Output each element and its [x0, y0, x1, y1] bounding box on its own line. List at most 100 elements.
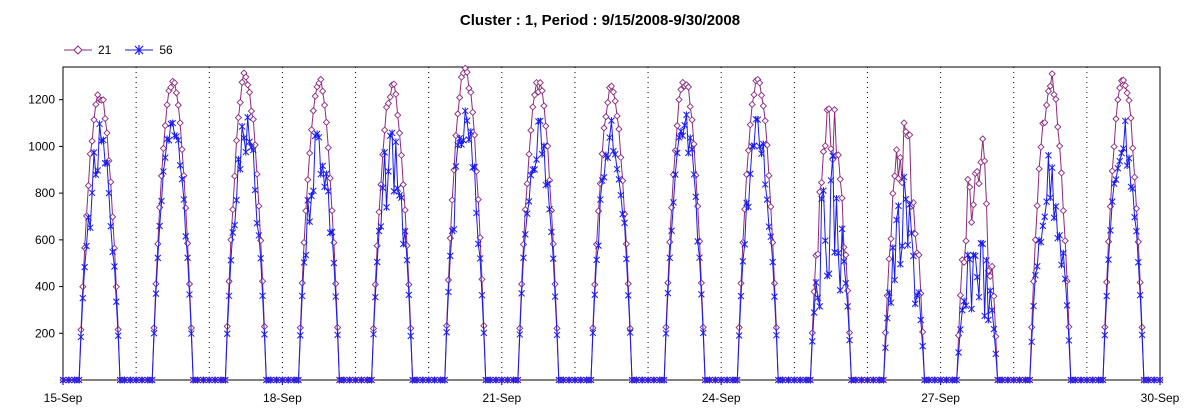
data-point-21	[1123, 89, 1131, 97]
data-point-56	[880, 376, 887, 384]
data-point-21	[1114, 96, 1122, 104]
data-point-56	[619, 210, 627, 218]
data-point-56	[621, 219, 628, 227]
data-point-21	[444, 276, 453, 284]
data-point-56	[96, 120, 103, 128]
data-point-56	[450, 225, 458, 233]
data-point-56	[1131, 213, 1138, 221]
data-point-56	[379, 184, 387, 192]
data-point-21	[1127, 114, 1135, 122]
data-point-56	[544, 180, 552, 188]
data-point-21	[750, 91, 758, 99]
data-point-56	[836, 286, 844, 294]
y-tick-label: 1000	[28, 139, 55, 153]
data-point-56	[236, 165, 244, 173]
data-point-56	[699, 329, 707, 337]
data-point-21	[881, 328, 890, 337]
data-point-56	[973, 273, 981, 281]
data-point-21	[1046, 82, 1054, 90]
data-point-21	[549, 240, 557, 248]
data-point-56	[463, 117, 471, 125]
data-point-56	[390, 187, 398, 195]
data-point-56	[476, 254, 484, 262]
data-point-21	[673, 122, 681, 130]
data-point-56	[1133, 227, 1140, 235]
legend-label-21: 21	[98, 43, 112, 57]
data-point-56	[1026, 376, 1034, 384]
data-point-56	[986, 287, 994, 295]
data-point-21	[746, 121, 754, 129]
x-tick-label: 21-Sep	[482, 391, 521, 405]
data-point-56	[595, 242, 602, 250]
data-point-56	[551, 293, 559, 301]
data-point-56	[750, 142, 758, 150]
data-point-56	[478, 291, 486, 299]
data-point-56	[790, 376, 798, 384]
data-point-21	[986, 272, 994, 280]
data-point-56	[1010, 376, 1018, 384]
data-point-21	[258, 277, 267, 285]
data-point-56	[180, 196, 188, 204]
data-point-21	[225, 277, 233, 286]
data-point-56	[821, 237, 829, 245]
data-point-21	[688, 116, 696, 124]
data-point-56	[246, 138, 253, 146]
data-point-21	[1037, 143, 1045, 151]
data-point-21	[617, 153, 625, 162]
data-point-56	[906, 201, 913, 209]
data-point-56	[156, 222, 164, 230]
data-point-21	[748, 100, 756, 109]
data-point-21	[979, 135, 987, 143]
data-point-21	[236, 98, 244, 107]
data-point-21	[677, 85, 685, 94]
data-point-56	[244, 113, 252, 121]
data-point-56	[132, 376, 140, 384]
data-point-21	[607, 82, 616, 90]
data-point-56	[1101, 331, 1109, 339]
data-point-21	[817, 178, 826, 187]
legend-marker-asterisk-icon	[125, 45, 154, 55]
data-point-56	[885, 289, 893, 297]
data-point-56	[671, 171, 679, 179]
data-point-56	[842, 279, 850, 287]
data-point-21	[306, 149, 314, 157]
data-point-56	[461, 107, 469, 115]
data-point-56	[257, 254, 265, 262]
data-point-56	[549, 255, 557, 263]
data-point-21	[770, 279, 779, 287]
data-point-21	[107, 178, 115, 186]
data-point-21	[1121, 81, 1129, 90]
data-point-56	[869, 376, 877, 384]
data-point-21	[103, 129, 111, 137]
data-point-56	[486, 376, 494, 384]
data-point-56	[796, 376, 804, 384]
data-point-56	[319, 162, 327, 170]
data-point-56	[242, 148, 250, 156]
data-point-56	[165, 136, 173, 144]
data-point-21	[531, 91, 539, 99]
data-point-21	[386, 93, 394, 101]
data-point-56	[186, 290, 193, 298]
data-point-56	[754, 116, 762, 124]
data-point-56	[644, 376, 652, 384]
data-point-56	[761, 180, 769, 188]
data-point-21	[964, 175, 972, 184]
data-point-56	[233, 196, 240, 204]
data-point-21	[234, 114, 243, 122]
data-point-21	[1130, 173, 1139, 181]
data-point-21	[600, 124, 608, 132]
data-point-56	[332, 293, 340, 301]
data-point-56	[1056, 231, 1063, 239]
data-point-21	[112, 283, 120, 291]
data-point-21	[988, 262, 996, 270]
data-point-56	[759, 140, 767, 148]
data-point-21	[536, 79, 544, 87]
data-point-56	[86, 224, 94, 232]
data-point-56	[1114, 164, 1122, 172]
data-point-56	[765, 223, 773, 231]
data-point-21	[392, 90, 400, 98]
data-point-56	[383, 203, 390, 211]
data-point-56	[983, 256, 990, 264]
x-tick-label: 27-Sep	[921, 391, 960, 405]
data-point-21	[375, 208, 383, 216]
